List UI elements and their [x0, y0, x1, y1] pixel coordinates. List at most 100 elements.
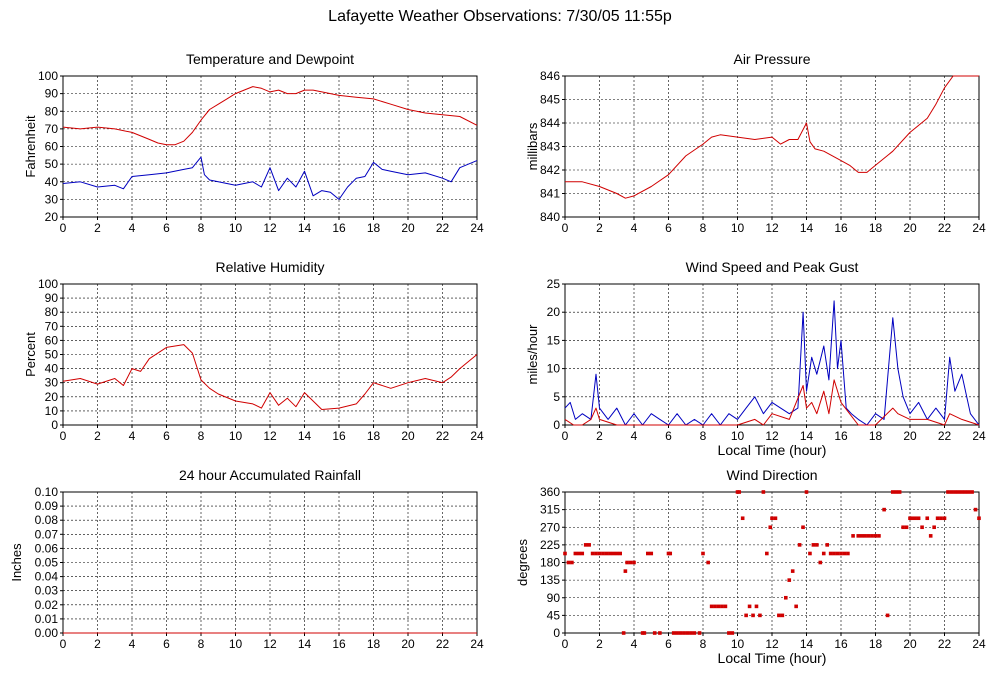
- x-tick-label: 14: [298, 221, 312, 235]
- data-point: [882, 507, 886, 512]
- data-point: [963, 490, 967, 494]
- data-point: [821, 551, 826, 556]
- y-tick-label: 100: [38, 277, 58, 291]
- data-point: [859, 534, 864, 538]
- data-point: [866, 534, 871, 538]
- data-point: [590, 551, 595, 556]
- y-tick-label: 15: [547, 333, 561, 347]
- x-tick-label: 2: [596, 429, 603, 443]
- data-point: [904, 525, 909, 530]
- x-tick-label: 2: [596, 637, 603, 651]
- chart-title: Wind Speed and Peak Gust: [686, 259, 859, 275]
- y-tick-label: 842: [540, 163, 560, 177]
- x-tick-label: 4: [129, 637, 136, 651]
- y-tick-label: 70: [45, 122, 59, 136]
- data-point: [583, 543, 588, 547]
- y-tick-label: 0.06: [35, 541, 59, 555]
- x-tick-label: 6: [163, 221, 170, 235]
- y-tick-label: 0.07: [35, 527, 59, 541]
- x-tick-label: 10: [731, 429, 745, 443]
- data-point: [770, 516, 774, 521]
- data-point: [646, 551, 650, 556]
- data-point: [587, 543, 591, 547]
- x-tick-label: 20: [903, 637, 917, 651]
- chart-title: Temperature and Dewpoint: [186, 51, 354, 67]
- x-tick-label: 4: [631, 637, 638, 651]
- data-point: [632, 560, 636, 565]
- x-tick-label: 20: [903, 429, 917, 443]
- data-point: [625, 560, 629, 565]
- x-tick-label: 4: [631, 221, 638, 235]
- y-tick-label: 30: [45, 192, 59, 206]
- data-point: [614, 551, 619, 556]
- x-tick-label: 0: [60, 429, 67, 443]
- y-tick-label: 90: [45, 87, 59, 101]
- x-tick-label: 16: [332, 221, 346, 235]
- x-tick-label: 18: [367, 637, 381, 651]
- data-point: [594, 551, 598, 556]
- x-tick-label: 18: [869, 429, 883, 443]
- data-point: [966, 490, 971, 494]
- chart-title: 24 hour Accumulated Rainfall: [179, 467, 361, 483]
- x-tick-label: 22: [436, 637, 450, 651]
- y-axis-label: miles/hour: [525, 324, 540, 385]
- data-point: [570, 560, 574, 565]
- y-tick-label: 0: [553, 418, 560, 432]
- x-tick-label: 2: [94, 637, 101, 651]
- x-tick-label: 24: [470, 221, 484, 235]
- data-point: [692, 631, 697, 635]
- data-point: [835, 551, 840, 556]
- x-tick-label: 12: [263, 221, 277, 235]
- y-tick-label: 0.02: [35, 598, 59, 612]
- data-point: [671, 631, 676, 635]
- y-tick-label: 50: [45, 157, 59, 171]
- data-point: [801, 525, 805, 530]
- x-tick-label: 14: [800, 429, 814, 443]
- data-point: [804, 490, 809, 494]
- y-tick-label: 0: [553, 626, 560, 640]
- y-tick-label: 20: [45, 390, 59, 404]
- data-point: [747, 604, 752, 609]
- data-point: [818, 560, 823, 565]
- x-tick-label: 8: [198, 637, 205, 651]
- x-tick-label: 20: [401, 221, 415, 235]
- y-tick-label: 20: [45, 210, 59, 224]
- data-point: [973, 507, 978, 512]
- series-line-blue: [62, 156, 478, 200]
- x-tick-label: 10: [731, 637, 745, 651]
- y-tick-label: 360: [540, 485, 560, 499]
- chart-title: Air Pressure: [733, 51, 810, 67]
- x-tick-label: 12: [263, 429, 277, 443]
- y-tick-label: 100: [38, 69, 58, 83]
- x-tick-label: 0: [562, 429, 569, 443]
- data-point: [897, 490, 902, 494]
- x-tick-label: 20: [401, 637, 415, 651]
- data-point: [652, 631, 657, 635]
- data-point: [740, 516, 745, 521]
- data-point: [959, 490, 964, 494]
- data-point: [925, 516, 930, 521]
- data-point: [720, 604, 724, 609]
- data-point: [601, 551, 605, 556]
- data-point: [794, 604, 798, 609]
- y-tick-label: 0.09: [35, 499, 59, 513]
- x-tick-label: 8: [700, 221, 707, 235]
- x-tick-label: 18: [367, 221, 381, 235]
- data-point: [846, 551, 850, 556]
- data-point: [808, 551, 812, 556]
- data-point: [832, 551, 836, 556]
- data-point: [916, 516, 921, 521]
- x-tick-label: 6: [163, 637, 170, 651]
- y-tick-label: 40: [45, 175, 59, 189]
- data-point: [709, 604, 714, 609]
- x-tick-label: 16: [332, 637, 346, 651]
- y-tick-label: 0.01: [35, 612, 59, 626]
- x-tick-label: 16: [834, 637, 848, 651]
- y-tick-label: 844: [540, 116, 560, 130]
- y-axis-label: degrees: [515, 539, 530, 586]
- data-point: [621, 631, 626, 635]
- data-point: [901, 525, 905, 530]
